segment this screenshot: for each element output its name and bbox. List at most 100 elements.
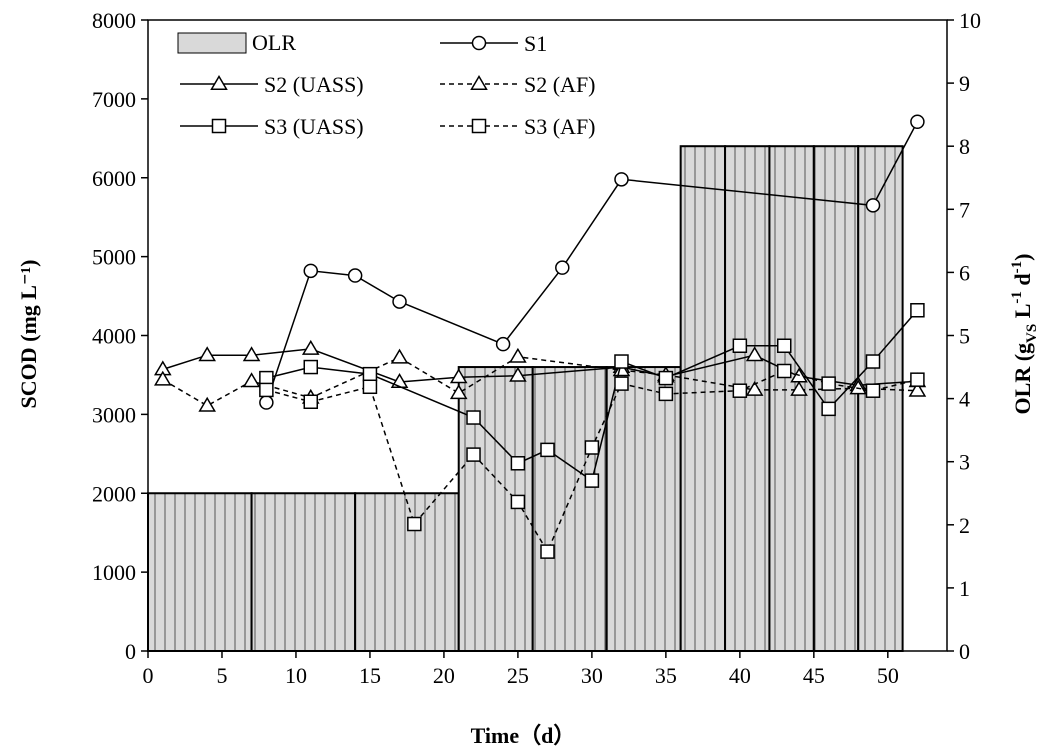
legend-marker-4 xyxy=(471,118,487,134)
x-tick-label-1: 5 xyxy=(216,663,227,688)
y-right-title-mid2: d xyxy=(1010,273,1035,291)
series-3-point-2 xyxy=(362,366,378,382)
x-tick-label-8: 40 xyxy=(729,663,751,688)
olr-bar-0 xyxy=(147,492,253,652)
y-right-tick-label-7: 7 xyxy=(959,197,970,222)
y-right-tick-label-0: 0 xyxy=(959,639,970,664)
olr-bar-4 xyxy=(531,366,608,652)
series-0 xyxy=(259,114,925,410)
series-2-point-12 xyxy=(908,381,927,397)
y-right-tick-label-5: 5 xyxy=(959,324,970,349)
series-3-point-9 xyxy=(732,338,748,354)
series-0-point-6 xyxy=(614,172,629,187)
x-tick-label-6: 30 xyxy=(581,663,603,688)
series-1-point-3 xyxy=(301,339,320,355)
series-4-point-4 xyxy=(466,447,481,462)
y-left-tick-label-3: 3000 xyxy=(92,402,136,427)
series-lines xyxy=(153,114,927,559)
y-left-tick-label-8: 8000 xyxy=(92,8,136,33)
series-2-point-10 xyxy=(790,380,808,396)
series-0-point-7 xyxy=(865,198,881,213)
y-left-tick-label-0: 0 xyxy=(125,639,136,664)
legend-swatch-olr xyxy=(177,32,247,54)
y-left-tick-label-5: 5000 xyxy=(92,245,136,270)
olr-bar-2 xyxy=(354,492,460,652)
series-3-point-7 xyxy=(614,354,629,369)
y-right-tick-label-8: 8 xyxy=(959,134,970,159)
series-line-3 xyxy=(266,309,918,482)
series-2-point-9 xyxy=(745,380,764,396)
x-tick-label-3: 15 xyxy=(359,663,381,688)
y-left-tick-label-7: 7000 xyxy=(92,87,136,112)
x-axis-title: Time（d） xyxy=(471,723,576,748)
legend-marker-3 xyxy=(211,118,227,134)
x-tick-label-0: 0 xyxy=(143,663,154,688)
legend-marker-2 xyxy=(470,75,488,90)
series-4-point-8 xyxy=(614,376,629,391)
series-2-point-2 xyxy=(242,372,261,388)
olr-bar-5 xyxy=(605,366,682,652)
y-right-title-main: OLR (g xyxy=(1010,343,1035,415)
series-4-point-0 xyxy=(259,382,274,398)
series-3-point-12 xyxy=(865,354,881,369)
olr-bar-1 xyxy=(250,492,357,652)
legend-label-1: S2 (UASS) xyxy=(264,72,364,97)
series-3-point-11 xyxy=(821,401,836,417)
y-left-tick-label-6: 6000 xyxy=(92,166,136,191)
series-0-point-4 xyxy=(495,336,511,352)
y-axis-right-title: OLR (gVS L-1 d-1) xyxy=(1009,254,1040,415)
axes: 0 5 10 15 20 25 30 35 40 45 5001000200030004000500… xyxy=(92,8,981,688)
series-2-point-6 xyxy=(509,347,527,363)
series-4-point-1 xyxy=(303,394,319,410)
series-4-point-13 xyxy=(865,383,881,398)
olr-bar-8 xyxy=(768,145,815,652)
olr-bars xyxy=(147,145,904,652)
y-right-title-sub: VS xyxy=(1024,324,1040,343)
series-4-point-9 xyxy=(658,386,674,402)
legend-label-2: S2 (AF) xyxy=(524,72,596,97)
y-right-title-mid: L xyxy=(1010,304,1035,324)
legend-label-olr: OLR xyxy=(252,30,296,55)
legend: OLR S1 S2 (UASS) S2 (AF) S3 (UASS) S3 (AF) xyxy=(177,30,596,139)
series-3 xyxy=(259,303,925,488)
series-1-point-5 xyxy=(449,368,468,384)
y-right-tick-label-3: 3 xyxy=(959,450,970,475)
y-right-title-end: ) xyxy=(1010,254,1035,261)
y-left-tick-label-1: 1000 xyxy=(92,560,136,585)
series-0-point-3 xyxy=(392,294,407,309)
series-4-point-11 xyxy=(776,363,792,379)
olr-bar-6 xyxy=(679,145,727,652)
series-2-point-7 xyxy=(612,361,631,377)
series-4-point-7 xyxy=(584,440,600,455)
x-tick-label-5: 25 xyxy=(507,663,529,688)
y-right-tick-label-1: 1 xyxy=(959,576,970,601)
series-4-point-3 xyxy=(407,516,422,532)
y-right-tick-label-2: 2 xyxy=(959,513,970,538)
series-1-point-6 xyxy=(509,366,527,382)
series-2-point-0 xyxy=(153,370,172,386)
series-0-point-2 xyxy=(347,268,363,283)
series-2-point-11 xyxy=(849,379,868,395)
x-tick-label-2: 10 xyxy=(285,663,307,688)
x-tick-label-9: 45 xyxy=(803,663,825,688)
series-3-point-13 xyxy=(910,303,925,318)
legend-marker-0 xyxy=(471,35,487,51)
series-1-point-9 xyxy=(745,346,764,362)
y-right-title-sup2: -1 xyxy=(1009,261,1025,274)
series-0-point-5 xyxy=(555,260,570,275)
series-2-point-4 xyxy=(390,348,409,364)
series-3-point-8 xyxy=(658,370,674,386)
x-tick-label-7: 35 xyxy=(655,663,677,688)
x-tick-label-4: 20 xyxy=(433,663,455,688)
y-axis-left-title: SCOD (mg L⁻¹) xyxy=(16,260,41,409)
y-left-tick-label-2: 2000 xyxy=(92,481,136,506)
y-right-tick-label-10: 10 xyxy=(959,8,981,33)
series-4-point-12 xyxy=(821,376,836,391)
series-4 xyxy=(259,363,925,559)
y-right-tick-label-4: 4 xyxy=(959,387,970,412)
legend-marker-1 xyxy=(210,75,228,90)
series-1-point-2 xyxy=(242,346,261,362)
series-2-point-1 xyxy=(198,396,216,412)
x-tick-label-10: 50 xyxy=(877,663,899,688)
